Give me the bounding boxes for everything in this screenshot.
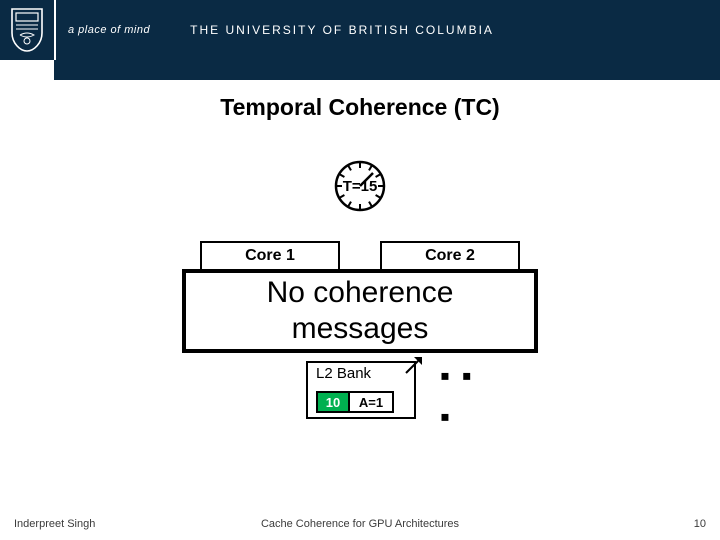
slide-header: a place of mind THE UNIVERSITY OF BRITIS… <box>0 0 720 60</box>
overlay-text: No coherence messages <box>186 273 534 347</box>
university-name: THE UNIVERSITY OF BRITISH COLUMBIA <box>190 23 494 37</box>
l2-timestamp-cell: 10 <box>316 391 350 413</box>
overlay-message-box: No coherence messages <box>182 269 538 353</box>
l2-bank-title: L2 Bank <box>316 365 371 382</box>
diagram: T=15 Core 1 L1D Core 2 L1D L2 Bank 10 A=… <box>0 121 720 481</box>
ubc-crest-box <box>0 0 54 60</box>
footer-subtitle: Cache Coherence for GPU Architectures <box>261 518 459 530</box>
header-accent <box>54 60 720 80</box>
core-1-title: Core 1 <box>202 243 338 265</box>
clock-label: T=15 <box>343 178 378 195</box>
l2-bank-box: L2 Bank 10 A=1 <box>306 361 416 419</box>
clock: T=15 <box>333 159 387 218</box>
footer-page-number: 10 <box>694 518 706 530</box>
ubc-crest-icon <box>10 7 44 53</box>
overlay-line1: No coherence <box>267 276 454 309</box>
slide-title: Temporal Coherence (TC) <box>0 94 720 121</box>
ellipsis-dots-2: ▪ <box>440 401 450 433</box>
l2-addr-cell: A=1 <box>348 391 394 413</box>
slide-footer: Inderpreet Singh Cache Coherence for GPU… <box>0 500 720 540</box>
core-2-title: Core 2 <box>382 243 518 265</box>
overlay-line2: messages <box>292 312 429 345</box>
header-accent-bar <box>0 60 720 80</box>
tagline: a place of mind <box>68 24 150 36</box>
l2-row: 10 A=1 <box>316 391 394 413</box>
slide-content: Temporal Coherence (TC) <box>0 94 720 514</box>
header-spacer <box>0 60 54 80</box>
bus-arrow-icon <box>404 355 424 375</box>
footer-author: Inderpreet Singh <box>14 518 95 530</box>
ellipsis-dots-1: ▪ ▪ <box>440 369 474 383</box>
header-right: a place of mind THE UNIVERSITY OF BRITIS… <box>54 0 720 60</box>
